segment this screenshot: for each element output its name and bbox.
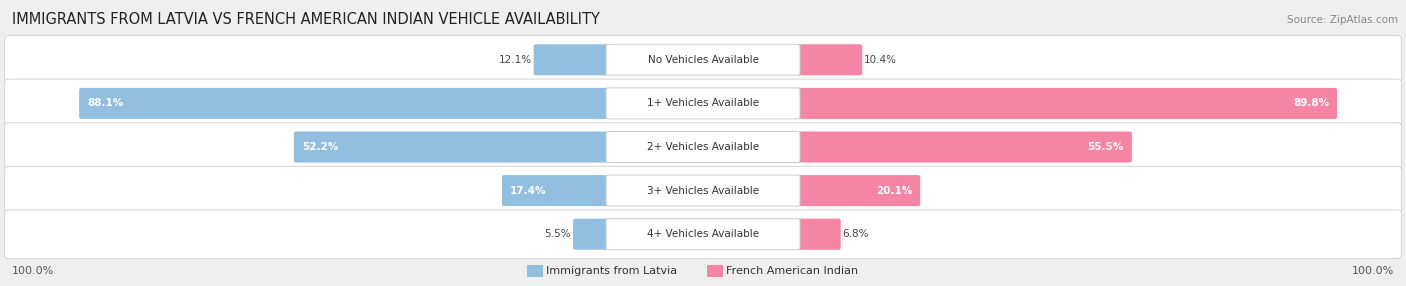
FancyBboxPatch shape	[79, 88, 610, 119]
Text: 12.1%: 12.1%	[499, 55, 531, 65]
FancyBboxPatch shape	[4, 123, 1402, 171]
FancyBboxPatch shape	[294, 132, 610, 162]
FancyBboxPatch shape	[4, 166, 1402, 215]
Text: French American Indian: French American Indian	[725, 266, 858, 276]
FancyBboxPatch shape	[606, 219, 800, 250]
FancyBboxPatch shape	[534, 44, 610, 75]
Text: 3+ Vehicles Available: 3+ Vehicles Available	[647, 186, 759, 196]
FancyBboxPatch shape	[796, 132, 1132, 162]
FancyBboxPatch shape	[606, 88, 800, 119]
Text: 20.1%: 20.1%	[876, 186, 912, 196]
Text: 55.5%: 55.5%	[1088, 142, 1123, 152]
FancyBboxPatch shape	[527, 265, 543, 277]
Text: Source: ZipAtlas.com: Source: ZipAtlas.com	[1286, 15, 1398, 25]
Text: 89.8%: 89.8%	[1294, 98, 1329, 108]
Text: 52.2%: 52.2%	[302, 142, 337, 152]
Text: 6.8%: 6.8%	[842, 229, 869, 239]
FancyBboxPatch shape	[606, 44, 800, 75]
FancyBboxPatch shape	[796, 219, 841, 250]
Text: 1+ Vehicles Available: 1+ Vehicles Available	[647, 98, 759, 108]
FancyBboxPatch shape	[796, 88, 1337, 119]
FancyBboxPatch shape	[707, 265, 723, 277]
Text: 17.4%: 17.4%	[510, 186, 547, 196]
FancyBboxPatch shape	[4, 79, 1402, 128]
FancyBboxPatch shape	[502, 175, 610, 206]
FancyBboxPatch shape	[4, 35, 1402, 84]
Text: 88.1%: 88.1%	[87, 98, 124, 108]
FancyBboxPatch shape	[796, 175, 920, 206]
Text: 4+ Vehicles Available: 4+ Vehicles Available	[647, 229, 759, 239]
FancyBboxPatch shape	[4, 210, 1402, 259]
Text: Immigrants from Latvia: Immigrants from Latvia	[546, 266, 678, 276]
Text: 100.0%: 100.0%	[1351, 266, 1393, 276]
Text: 5.5%: 5.5%	[544, 229, 571, 239]
Text: 100.0%: 100.0%	[13, 266, 55, 276]
Text: IMMIGRANTS FROM LATVIA VS FRENCH AMERICAN INDIAN VEHICLE AVAILABILITY: IMMIGRANTS FROM LATVIA VS FRENCH AMERICA…	[13, 13, 600, 27]
FancyBboxPatch shape	[606, 175, 800, 206]
FancyBboxPatch shape	[574, 219, 610, 250]
Text: No Vehicles Available: No Vehicles Available	[648, 55, 758, 65]
Text: 2+ Vehicles Available: 2+ Vehicles Available	[647, 142, 759, 152]
FancyBboxPatch shape	[796, 44, 862, 75]
FancyBboxPatch shape	[606, 132, 800, 162]
Text: 10.4%: 10.4%	[865, 55, 897, 65]
